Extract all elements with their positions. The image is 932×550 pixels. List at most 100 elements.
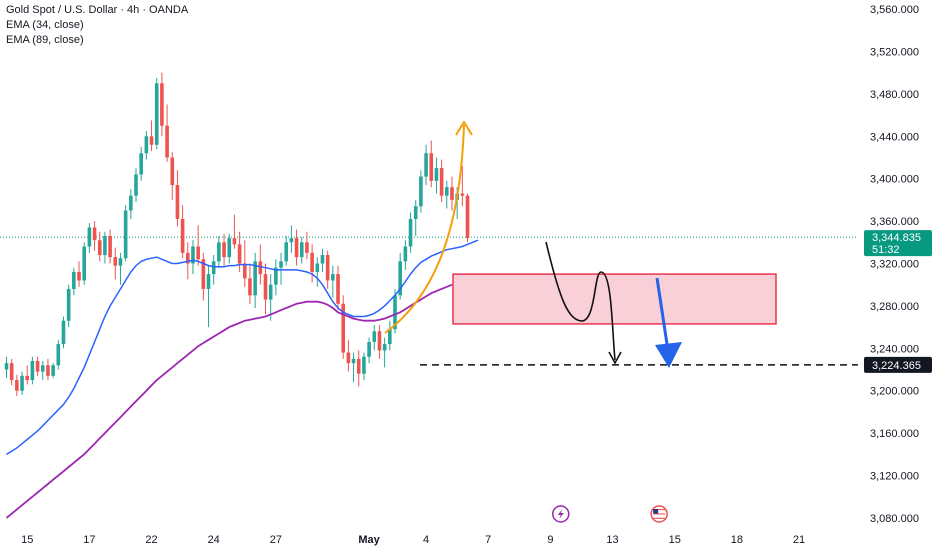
candle (294, 229, 299, 266)
us-flag-icon (650, 505, 668, 523)
symbol-title[interactable]: Gold Spot / U.S. Dollar · 4h · OANDA (6, 4, 189, 16)
candle-body (97, 240, 102, 256)
candle (72, 267, 76, 296)
candle (175, 170, 180, 227)
candles (4, 72, 470, 396)
candle-body (289, 238, 294, 243)
candle-body (206, 274, 211, 289)
candle (144, 131, 149, 160)
candle (61, 316, 66, 349)
candle (242, 240, 247, 287)
candle (305, 231, 309, 260)
candle-body (186, 252, 190, 264)
candle-body (279, 261, 283, 268)
candle-body (175, 185, 180, 219)
candle (388, 320, 392, 351)
candle-body (25, 375, 30, 381)
candle-body (108, 235, 112, 258)
candle-body (398, 261, 402, 296)
candle (268, 274, 273, 321)
candle-body (123, 210, 128, 259)
candle-body (258, 261, 263, 275)
candle-body (372, 331, 377, 342)
candle (460, 165, 465, 207)
candle (35, 356, 40, 376)
candle (263, 263, 268, 315)
candle (315, 257, 320, 287)
countdown-value: 51:32 (872, 244, 900, 256)
candle (445, 180, 449, 209)
candle (92, 221, 97, 251)
candle (336, 265, 340, 311)
candle-body (242, 263, 247, 279)
ema-slow-legend[interactable]: EMA (89, close) (6, 34, 84, 46)
candle-body (408, 218, 413, 247)
candle (154, 78, 159, 150)
candle (439, 159, 444, 203)
candle (310, 244, 314, 283)
x-tick-label: 17 (83, 534, 95, 546)
candle-body (139, 153, 143, 175)
x-tick-label: 22 (145, 534, 157, 546)
candle (51, 363, 55, 378)
candle (134, 168, 138, 203)
y-tick-label: 3,560.000 (870, 4, 919, 16)
candle (20, 371, 24, 395)
candle-body (77, 271, 81, 281)
x-tick-label: 13 (606, 534, 618, 546)
x-tick-label: 7 (485, 534, 491, 546)
current-price-tag-bg (864, 230, 932, 257)
candle-body (377, 331, 382, 351)
candle (253, 252, 257, 309)
candle-body (154, 83, 159, 145)
candle-body (160, 83, 164, 126)
candle (408, 212, 413, 253)
x-tick-label: 15 (21, 534, 33, 546)
y-tick-label: 3,360.000 (870, 216, 919, 228)
x-tick-label: 15 (669, 534, 681, 546)
target-level-tag-bg (864, 356, 932, 373)
candle-body (232, 238, 237, 245)
candle (30, 356, 35, 385)
candle (419, 170, 423, 213)
candle (331, 265, 335, 298)
y-tick-label: 3,120.000 (870, 471, 919, 483)
candle (403, 240, 408, 270)
candle (356, 350, 361, 387)
candle-body (429, 153, 434, 181)
flag-stripe (653, 517, 666, 519)
x-tick-label: 9 (547, 534, 553, 546)
x-tick-label: 24 (208, 534, 220, 546)
candle-body (35, 361, 40, 372)
annotations (384, 121, 858, 368)
candle-body (87, 227, 92, 247)
candle-body (325, 255, 330, 281)
candle (113, 247, 118, 280)
candle-body (331, 274, 335, 281)
candle (222, 233, 226, 266)
candle (46, 358, 50, 381)
candle (211, 255, 216, 285)
candle (217, 235, 221, 268)
candle (325, 250, 330, 289)
flag-stripe (653, 513, 666, 515)
candle-body (434, 168, 439, 181)
candle (40, 361, 45, 381)
candle (15, 374, 19, 396)
candle-body (134, 174, 138, 196)
candle-body (92, 227, 97, 241)
candle (341, 295, 345, 359)
candle-body (315, 263, 320, 272)
candle-body (51, 365, 55, 376)
candle (170, 152, 175, 200)
candle (206, 265, 211, 328)
candle-body (294, 238, 299, 258)
resistance-zone (452, 273, 777, 325)
candle-body (82, 246, 86, 281)
candle-body (180, 218, 185, 253)
y-tick-label: 3,240.000 (870, 343, 919, 355)
ema-fast-legend[interactable]: EMA (34, close) (6, 19, 84, 31)
candle-body (217, 242, 221, 262)
